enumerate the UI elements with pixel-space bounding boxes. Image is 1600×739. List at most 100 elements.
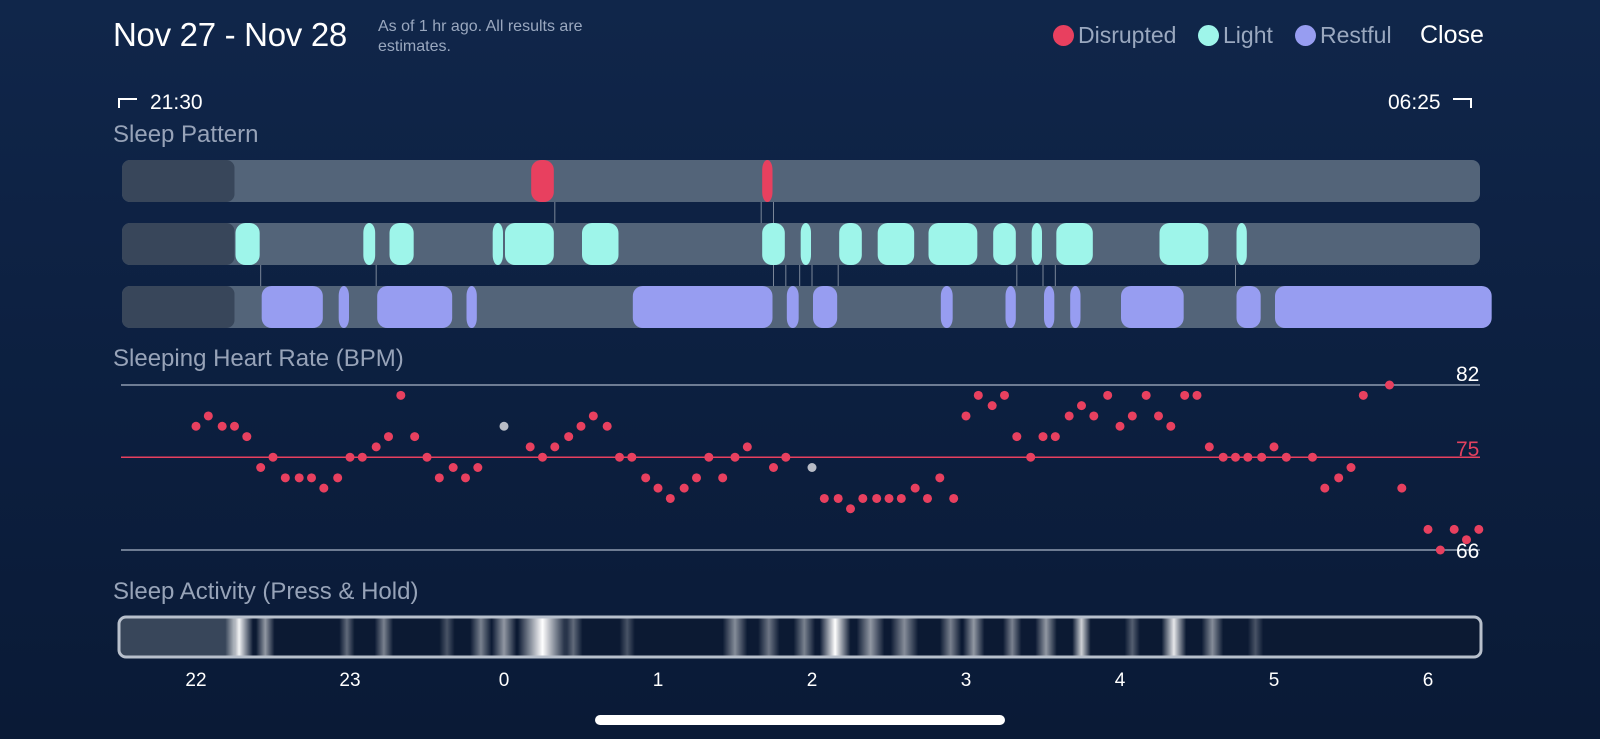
hr-point xyxy=(949,493,959,503)
pattern-segment-light[interactable] xyxy=(800,223,811,265)
hr-point xyxy=(665,493,675,503)
pattern-segment-light[interactable] xyxy=(1236,223,1247,265)
pattern-segment-restful[interactable] xyxy=(1121,286,1184,328)
heart-rate-chart[interactable] xyxy=(0,370,1600,585)
hr-point xyxy=(1346,463,1356,472)
pattern-segment-restful[interactable] xyxy=(261,286,323,328)
activity-burst xyxy=(339,618,355,656)
hr-point xyxy=(1435,545,1445,555)
hr-point xyxy=(1103,390,1113,400)
hr-point xyxy=(718,473,728,483)
hr-min-label: 66 xyxy=(1456,540,1480,563)
pattern-segment-light[interactable] xyxy=(363,223,376,265)
hr-point xyxy=(1308,452,1317,462)
pattern-nodata-light xyxy=(122,223,235,265)
activity-burst xyxy=(1247,618,1264,656)
activity-burst xyxy=(758,618,780,656)
hr-point xyxy=(1218,452,1228,462)
pattern-segment-restful[interactable] xyxy=(466,286,477,328)
pattern-segment-disrupted[interactable] xyxy=(762,160,773,202)
hr-point xyxy=(396,390,406,400)
activity-burst xyxy=(491,618,517,656)
pattern-segment-light[interactable] xyxy=(1159,223,1209,265)
hr-point xyxy=(1000,390,1009,400)
hr-point xyxy=(742,442,752,452)
pattern-segment-light[interactable] xyxy=(235,223,260,265)
heart-rate-title: Sleeping Heart Rate (BPM) xyxy=(113,345,404,372)
pattern-segment-restful[interactable] xyxy=(377,286,453,328)
activity-burst xyxy=(564,618,583,656)
hr-point xyxy=(961,411,971,421)
legend-disrupted-label: Disrupted xyxy=(1078,22,1177,48)
hr-point xyxy=(473,463,483,472)
hr-point xyxy=(923,493,932,503)
hr-point xyxy=(242,432,252,442)
pattern-segment-light[interactable] xyxy=(993,223,1016,265)
pattern-segment-restful[interactable] xyxy=(813,286,838,328)
hr-point xyxy=(679,483,689,493)
x-tick-5: 5 xyxy=(1268,670,1280,691)
hr-point xyxy=(333,473,343,483)
hr-point xyxy=(1474,524,1484,534)
left-bracket-icon xyxy=(118,98,137,108)
activity-nodata xyxy=(120,618,235,656)
home-indicator[interactable] xyxy=(595,715,1005,725)
hr-point xyxy=(1397,483,1407,493)
pattern-segment-restful[interactable] xyxy=(338,286,349,328)
hr-point xyxy=(1064,411,1074,421)
hr-point xyxy=(846,504,855,514)
date-range-title: Nov 27 - Nov 28 xyxy=(113,16,347,53)
sleep-activity-bar[interactable] xyxy=(0,612,1600,662)
close-button[interactable]: Close xyxy=(1420,21,1484,49)
hr-point xyxy=(1154,411,1163,421)
pattern-segment-restful[interactable] xyxy=(1070,286,1081,328)
pattern-segment-light[interactable] xyxy=(1031,223,1042,265)
pattern-segment-light[interactable] xyxy=(839,223,862,265)
x-tick-6: 6 xyxy=(1422,670,1434,691)
hr-point xyxy=(1281,452,1291,462)
sleep-pattern-chart[interactable] xyxy=(0,150,1600,335)
hr-point xyxy=(499,421,509,431)
pattern-segment-restful[interactable] xyxy=(632,286,773,328)
hr-point xyxy=(203,411,213,421)
hr-point xyxy=(357,452,367,462)
pattern-segment-light[interactable] xyxy=(928,223,978,265)
pattern-segment-light[interactable] xyxy=(389,223,414,265)
activity-burst xyxy=(1072,618,1091,656)
hr-point xyxy=(1141,390,1151,400)
sleep-activity-title: Sleep Activity (Press & Hold) xyxy=(113,578,419,605)
hr-point xyxy=(615,452,624,462)
hr-point xyxy=(1166,421,1176,431)
pattern-segment-light[interactable] xyxy=(1056,223,1093,265)
hr-point xyxy=(1449,524,1459,534)
pattern-segment-light[interactable] xyxy=(582,223,619,265)
pattern-segment-light[interactable] xyxy=(505,223,554,265)
hr-point xyxy=(704,452,714,462)
hr-point xyxy=(819,493,829,503)
activity-burst xyxy=(819,618,851,656)
activity-burst xyxy=(517,618,568,656)
hr-point xyxy=(1358,390,1368,400)
hr-point xyxy=(872,493,882,503)
pattern-segment-light[interactable] xyxy=(762,223,785,265)
x-tick-0: 0 xyxy=(498,670,510,691)
hr-point xyxy=(191,421,201,431)
pattern-nodata-restful xyxy=(122,286,235,328)
x-tick-4: 4 xyxy=(1114,670,1126,691)
pattern-segment-restful[interactable] xyxy=(786,286,799,328)
pattern-segment-restful[interactable] xyxy=(1236,286,1261,328)
hr-point xyxy=(538,452,547,462)
pattern-segment-disrupted[interactable] xyxy=(531,160,554,202)
activity-burst xyxy=(962,618,985,656)
pattern-segment-restful[interactable] xyxy=(1005,286,1016,328)
pattern-segment-restful[interactable] xyxy=(1044,286,1055,328)
pattern-segment-restful[interactable] xyxy=(940,286,953,328)
hr-point xyxy=(461,473,470,483)
hr-point xyxy=(319,483,329,493)
pattern-segment-light[interactable] xyxy=(877,223,915,265)
hr-point xyxy=(1204,442,1214,452)
pattern-segment-restful[interactable] xyxy=(1275,286,1492,328)
hr-point xyxy=(217,421,227,431)
pattern-segment-light[interactable] xyxy=(492,223,503,265)
hr-point xyxy=(1257,452,1267,462)
